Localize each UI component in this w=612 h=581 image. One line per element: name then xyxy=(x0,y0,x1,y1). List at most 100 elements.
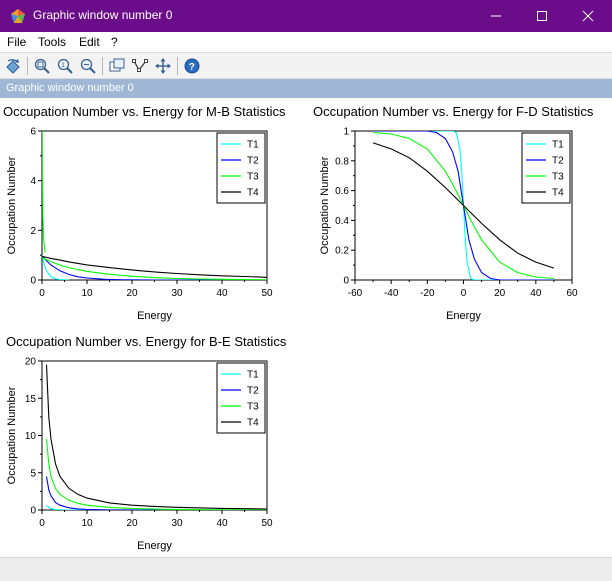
legend-entry: T1 xyxy=(247,140,259,151)
x-tick-label: 10 xyxy=(81,518,93,529)
zoom-in-button[interactable] xyxy=(32,56,52,76)
x-tick-label: 20 xyxy=(126,518,138,529)
chart-title: Occupation Number vs. Energy for B-E Sta… xyxy=(6,334,287,349)
chart-title: Occupation Number vs. Energy for M-B Sta… xyxy=(3,104,286,119)
chart-3: Occupation Number vs. Energy for B-E Sta… xyxy=(6,334,287,552)
zoom-original-icon: 1 xyxy=(57,58,73,74)
zoom-area-button[interactable] xyxy=(78,56,98,76)
x-axis-label: Energy xyxy=(137,540,172,552)
series-line-t3 xyxy=(45,439,267,510)
chart-2: Occupation Number vs. Energy for F-D Sta… xyxy=(313,104,594,322)
x-tick-label: 40 xyxy=(530,288,542,299)
legend-entry: T4 xyxy=(247,418,259,429)
legend-entry: T1 xyxy=(247,370,259,381)
close-button[interactable] xyxy=(565,0,611,32)
y-tick-label: 5 xyxy=(30,468,36,479)
zoom-original-button[interactable]: 1 xyxy=(55,56,75,76)
maximize-icon xyxy=(537,11,547,21)
legend-entry: T4 xyxy=(247,188,259,199)
x-tick-label: 50 xyxy=(261,518,273,529)
chart-1: Occupation Number vs. Energy for M-B Sta… xyxy=(3,104,286,322)
help-icon: ? xyxy=(184,58,200,74)
title-bar: Graphic window number 0 xyxy=(0,0,612,32)
datatip-button[interactable] xyxy=(107,56,127,76)
datatip-icon xyxy=(109,58,125,72)
y-tick-label: 6 xyxy=(30,127,36,138)
legend-box xyxy=(216,132,266,204)
y-tick-label: 1 xyxy=(343,127,349,138)
menu-bar: File Tools Edit ? xyxy=(0,32,612,52)
maximize-button[interactable] xyxy=(519,0,565,32)
legend-entry: T4 xyxy=(552,188,564,199)
toolbar-separator xyxy=(27,57,28,75)
y-tick-label: 20 xyxy=(25,357,37,368)
pan-button[interactable] xyxy=(153,56,173,76)
y-axis-label: Occupation Number xyxy=(6,386,18,484)
legend-entry: T1 xyxy=(552,140,564,151)
x-tick-label: -40 xyxy=(384,288,399,299)
y-tick-label: 0 xyxy=(343,276,349,287)
y-tick-label: 2 xyxy=(30,226,36,237)
rotate-button[interactable] xyxy=(3,56,23,76)
help-button[interactable]: ? xyxy=(182,56,202,76)
series-line-t4 xyxy=(42,255,267,278)
series-line-t1 xyxy=(42,255,70,280)
y-axis-label: Occupation Number xyxy=(319,156,331,254)
legend-entry: T3 xyxy=(552,172,564,183)
series-line-t4 xyxy=(45,364,267,510)
x-tick-label: 30 xyxy=(171,518,183,529)
chart-title: Occupation Number vs. Energy for F-D Sta… xyxy=(313,104,594,119)
series-line-t1 xyxy=(46,505,267,510)
y-tick-label: 4 xyxy=(30,176,36,187)
x-tick-label: -20 xyxy=(420,288,435,299)
svg-text:?: ? xyxy=(189,62,195,73)
close-icon xyxy=(582,10,594,22)
legend-box xyxy=(521,132,571,204)
x-tick-label: 20 xyxy=(494,288,506,299)
toolbar-separator xyxy=(102,57,103,75)
series-line-extra xyxy=(42,131,46,253)
x-tick-label: 0 xyxy=(461,288,467,299)
x-tick-label: -60 xyxy=(348,288,363,299)
minimize-icon xyxy=(491,15,501,17)
toolbar-separator xyxy=(177,57,178,75)
x-tick-label: 60 xyxy=(566,288,578,299)
figure-info-bar: Graphic window number 0 xyxy=(0,79,612,98)
y-tick-label: 0.6 xyxy=(335,186,349,197)
x-tick-label: 40 xyxy=(216,518,228,529)
menu-tools[interactable]: Tools xyxy=(38,35,67,49)
y-tick-label: 15 xyxy=(25,394,37,405)
plot-canvas[interactable]: Occupation Number vs. Energy for M-B Sta… xyxy=(0,98,612,557)
x-axis-label: Energy xyxy=(137,310,172,322)
series-line-t3 xyxy=(42,257,267,280)
y-tick-label: 0.2 xyxy=(335,246,349,257)
menu-file[interactable]: File xyxy=(7,35,27,49)
x-axis-label: Energy xyxy=(446,310,481,322)
zoom-in-icon xyxy=(34,58,50,74)
menu-edit[interactable]: Edit xyxy=(79,35,100,49)
pan-icon xyxy=(155,58,171,74)
x-tick-label: 40 xyxy=(216,288,228,299)
scilab-app-icon xyxy=(11,9,25,23)
minimize-button[interactable] xyxy=(473,0,519,32)
rotate-icon xyxy=(6,59,20,74)
y-tick-label: 0 xyxy=(30,506,36,517)
y-tick-label: 0.4 xyxy=(335,216,349,227)
y-axis-label: Occupation Number xyxy=(6,156,18,254)
zoom-area-icon xyxy=(80,58,96,74)
series-line-t4 xyxy=(372,142,555,269)
window-title: Graphic window number 0 xyxy=(33,8,173,22)
x-tick-label: 20 xyxy=(126,288,138,299)
series-line-t2 xyxy=(45,476,267,510)
menu-help[interactable]: ? xyxy=(111,35,118,49)
edit-curve-icon xyxy=(132,59,148,72)
x-tick-label: 10 xyxy=(81,288,93,299)
edit-curve-button[interactable] xyxy=(130,56,150,76)
legend-entry: T2 xyxy=(247,386,259,397)
legend-entry: T2 xyxy=(552,156,564,167)
y-tick-label: 10 xyxy=(25,431,37,442)
toolbar: 1 xyxy=(0,52,612,79)
status-bar xyxy=(0,557,612,581)
series-line-t2 xyxy=(42,255,267,280)
legend-entry: T2 xyxy=(247,156,259,167)
